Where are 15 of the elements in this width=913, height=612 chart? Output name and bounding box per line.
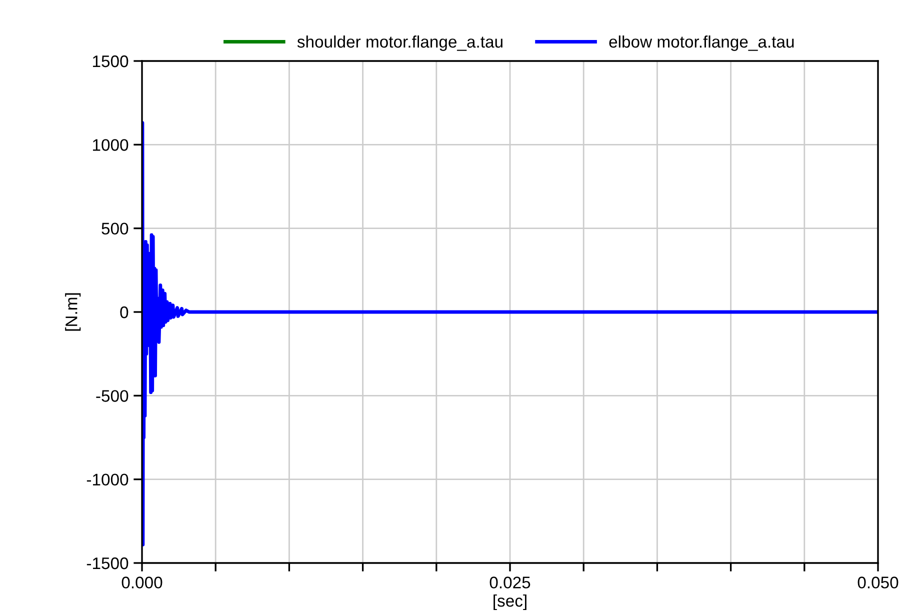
x-tick-label: 0.025 [490,576,530,588]
x-tick-label: 0.050 [858,576,898,588]
legend-label: elbow motor.flange_a.tau [609,35,794,51]
y-axis-title: [N.m] [65,293,81,331]
y-tick-label: -1500 [86,557,128,570]
y-tick-label: 1000 [93,139,128,151]
x-axis-title: [sec] [494,594,526,610]
line-series [142,121,878,546]
y-tick-label: 0 [120,306,128,318]
x-tick-label: 0.000 [122,576,162,588]
legend-label: shoulder motor.flange_a.tau [297,35,502,51]
y-tick-label: 500 [102,222,128,235]
y-tick-label: -1000 [86,474,128,486]
y-tick-label: 1500 [93,55,128,68]
y-tick-label: -500 [96,390,128,402]
